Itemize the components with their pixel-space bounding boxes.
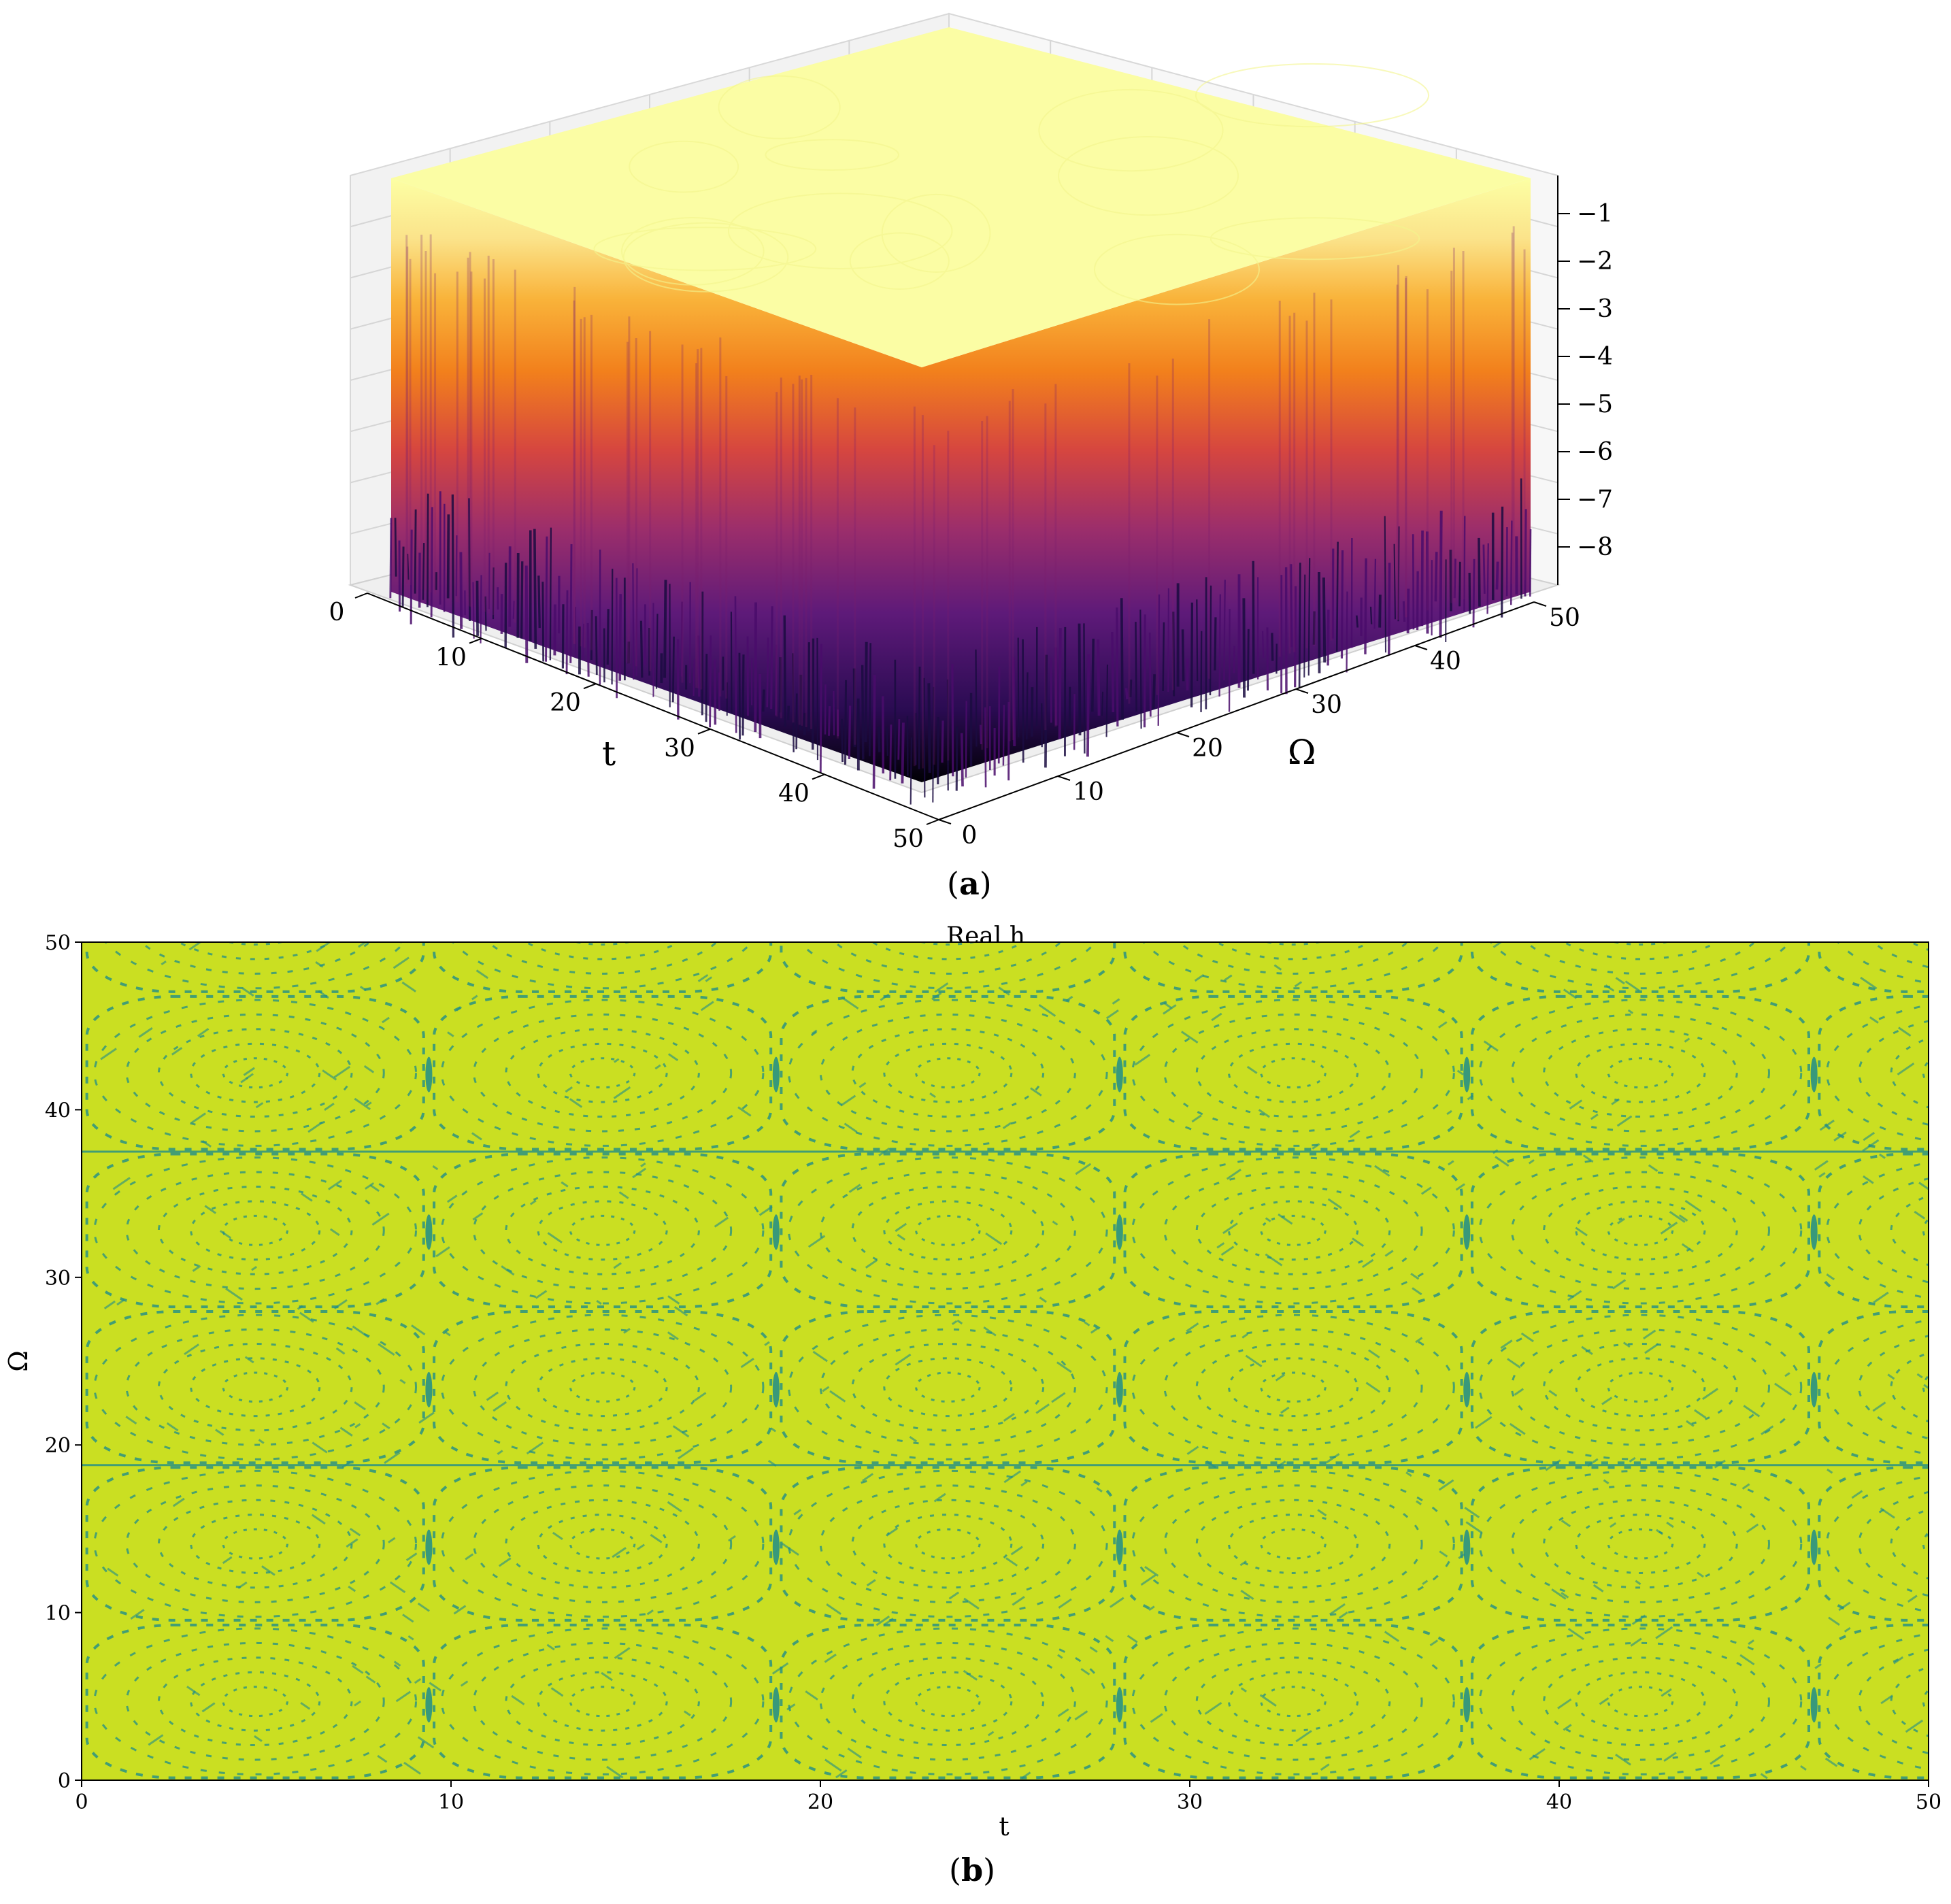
heatmap-frame (81, 941, 1929, 1781)
heatmap-x-tick-label: 10 (438, 1790, 464, 1814)
surface-top (391, 27, 1531, 367)
y-tick-label: 0 (962, 822, 978, 850)
x-axis-ticks: 0 10 20 30 40 50 (329, 592, 939, 853)
heatmap-y-tick-label: 0 (58, 1769, 71, 1793)
y-axis-ticks: 0 10 20 30 40 50 (938, 601, 1580, 850)
heatmap-x-tick-label: 40 (1546, 1790, 1572, 1814)
heatmap-x-axis-label: t (999, 1811, 1009, 1841)
heatmap-x-tick-label: 20 (807, 1790, 833, 1814)
caption-a: (a) (947, 865, 992, 902)
heatmap-y-tick-label: 50 (45, 931, 71, 955)
y-axis-line (938, 601, 1535, 820)
heatmap-y-tick-label: 30 (45, 1267, 71, 1290)
z-tick-label: −5 (1577, 390, 1613, 418)
y-axis-label: Ω (1288, 733, 1316, 772)
y-tick-label: 20 (1192, 735, 1223, 763)
z-axis-ticks: −1 −2 −3 −4 −5 −6 −7 −8 (1558, 200, 1613, 561)
x-tick-label: 40 (778, 780, 810, 807)
x-tick-label: 20 (550, 689, 581, 717)
z-tick-label: −2 (1577, 248, 1613, 275)
surface-plot-3d: 0 10 20 30 40 50 0 10 20 30 40 50 −1 −2 −3 −4 −5 −6 −7 −8… (329, 12, 1613, 853)
heatmap-x-tick-label: 30 (1177, 1790, 1203, 1814)
heatmap-y-axis-label: Ω (3, 1350, 33, 1372)
x-tick-label: 10 (435, 644, 467, 672)
surface-left-face (391, 178, 922, 782)
x-tick-label: 30 (664, 735, 695, 763)
y-tick-label: 10 (1073, 778, 1104, 806)
z-tick-label: −3 (1577, 295, 1613, 323)
heatmap-y-tick-label: 20 (45, 1434, 71, 1458)
heatmap-x-ticks: 0 10 20 30 40 50 (75, 1780, 1941, 1814)
x-tick-label: 50 (893, 825, 924, 853)
caption-b: (b) (949, 1852, 996, 1888)
z-tick-label: −4 (1577, 343, 1613, 371)
heatmap-x-tick-label: 0 (75, 1790, 88, 1814)
surface-spikes (389, 226, 1532, 805)
z-tick-label: −6 (1577, 438, 1613, 466)
heatmap-y-ticks: 0 10 20 30 40 50 (45, 931, 82, 1793)
x-tick-label: 0 (329, 599, 345, 627)
heatmap-y-tick-label: 40 (45, 1099, 71, 1122)
heatmap-pattern (82, 942, 1929, 1780)
y-tick-label: 30 (1311, 691, 1342, 719)
z-tick-label: −1 (1577, 200, 1613, 228)
surface-body (389, 27, 1532, 805)
x-axis-label: t (602, 734, 616, 773)
heatmap-y-tick-label: 10 (45, 1602, 71, 1626)
heatmap-x-tick-label: 50 (1916, 1790, 1941, 1814)
y-tick-label: 40 (1430, 648, 1461, 675)
x-axis-line (367, 592, 939, 820)
z-tick-label: −8 (1577, 533, 1613, 561)
surface-right-face (922, 178, 1531, 782)
surface-top-texture (593, 63, 1430, 305)
z-tick-label: −7 (1577, 486, 1613, 514)
heatmap-background (82, 942, 1929, 1780)
y-tick-label: 50 (1549, 604, 1580, 632)
